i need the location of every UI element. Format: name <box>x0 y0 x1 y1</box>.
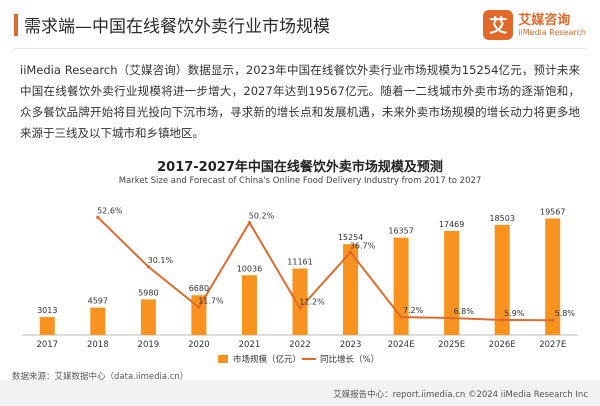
bar-value-label-2018: 4597 <box>88 297 108 306</box>
bar-2018 <box>90 307 106 335</box>
bar-value-label-2025E: 17469 <box>439 220 464 229</box>
x-tick-label-2027E: 2027E <box>539 340 566 350</box>
x-tick-label-2019: 2019 <box>138 340 160 350</box>
bar-2025E <box>444 231 460 335</box>
x-tick-label-2021: 2021 <box>239 340 261 350</box>
growth-label-2019: 30.1% <box>148 256 174 265</box>
growth-point-2025E <box>450 316 454 320</box>
footer-bar <box>0 380 600 406</box>
bar-2027E <box>545 218 561 335</box>
growth-rate-line <box>97 216 553 322</box>
brand-name-cn: 艾媒咨询 <box>518 12 571 28</box>
growth-point-2024E <box>399 315 403 319</box>
bar-2026E <box>494 224 510 335</box>
bar-value-label-2017: 3013 <box>37 306 57 315</box>
x-tick-label-2020: 2020 <box>188 340 210 350</box>
growth-label-2023: 36.7% <box>350 241 376 250</box>
growth-label-2024E: 7.2% <box>403 306 424 315</box>
market-size-chart: 3013 2017 4597 2018 5980 2019 6680 2020 10036 202… <box>22 206 578 365</box>
x-tick-label-2024E: 2024E <box>388 340 415 350</box>
growth-point-2018 <box>96 215 100 219</box>
growth-label-2025E: 6.8% <box>453 307 474 316</box>
brand-logo-text: 艾媒咨询 iiMedia Research <box>518 13 586 38</box>
bar-2017 <box>39 317 55 335</box>
growth-label-2026E: 5.9% <box>504 309 525 318</box>
page-title: 需求端—中国在线餐饮外卖行业市场规模 <box>24 17 330 37</box>
bar-value-label-2020: 6680 <box>189 284 209 293</box>
legend-swatch-bar <box>218 355 228 363</box>
growth-point-2019 <box>146 265 150 269</box>
data-source-note: 数据来源：艾媒数据中心（data.iimedia.cn） <box>12 372 189 382</box>
x-tick-label-2025E: 2025E <box>438 340 465 350</box>
footer-report-info: 艾媒报告中心：report.iimedia.cn ©2024 iiMedia R… <box>333 390 588 400</box>
growth-point-2027E <box>551 318 555 322</box>
bar-value-label-2024E: 16357 <box>388 227 413 236</box>
x-tick-label-2022: 2022 <box>289 340 311 350</box>
legend-label-line: 同比增长（%） <box>320 354 379 365</box>
bar-value-label-2027E: 19567 <box>540 208 565 217</box>
bar-value-label-2022: 11161 <box>287 258 312 267</box>
growth-point-2022 <box>298 306 302 310</box>
growth-point-2021 <box>247 220 252 225</box>
legend-label-bar: 市场规模（亿元） <box>233 354 301 365</box>
growth-label-2021: 50.2% <box>249 212 275 221</box>
header-divider <box>14 48 586 49</box>
bar-2023 <box>343 244 359 335</box>
growth-label-2022: 11.2% <box>299 297 325 306</box>
growth-label-2027E: 5.8% <box>555 309 576 318</box>
growth-point-2023 <box>348 250 353 254</box>
summary-paragraph: iiMedia Research（艾媒咨询）数据显示，2023年中国在线餐饮外卖… <box>20 63 580 140</box>
x-tick-label-2017: 2017 <box>36 340 58 350</box>
bar-2019 <box>140 299 156 335</box>
chart-title: 2017-2027年中国在线餐饮外卖市场规模及预测 <box>157 160 443 175</box>
bar-2021 <box>241 275 257 335</box>
growth-label-2018: 52.6% <box>97 206 123 215</box>
brand-logo: 艾 艾媒咨询 iiMedia Research <box>483 10 586 40</box>
brand-logo-mark: 艾 <box>483 10 514 40</box>
growth-point-2020 <box>197 305 201 309</box>
x-tick-label-2026E: 2026E <box>489 340 516 350</box>
chart-subtitle: Market Size and Forecast of China's Onli… <box>118 176 482 186</box>
title-accent-bar <box>14 14 18 36</box>
x-tick-label-2023: 2023 <box>340 340 362 350</box>
brand-name-en: iiMedia Research <box>518 27 586 37</box>
growth-label-2020: 11.7% <box>198 296 224 305</box>
bar-value-label-2023: 15254 <box>338 233 363 242</box>
bar-2022 <box>292 268 308 335</box>
bar-value-label-2026E: 18503 <box>489 214 514 223</box>
bar-value-label-2021: 10036 <box>237 264 262 273</box>
bar-value-label-2019: 5980 <box>138 288 158 297</box>
growth-point-2026E <box>500 318 504 322</box>
bar-2024E <box>393 237 409 335</box>
x-tick-label-2018: 2018 <box>87 340 109 350</box>
